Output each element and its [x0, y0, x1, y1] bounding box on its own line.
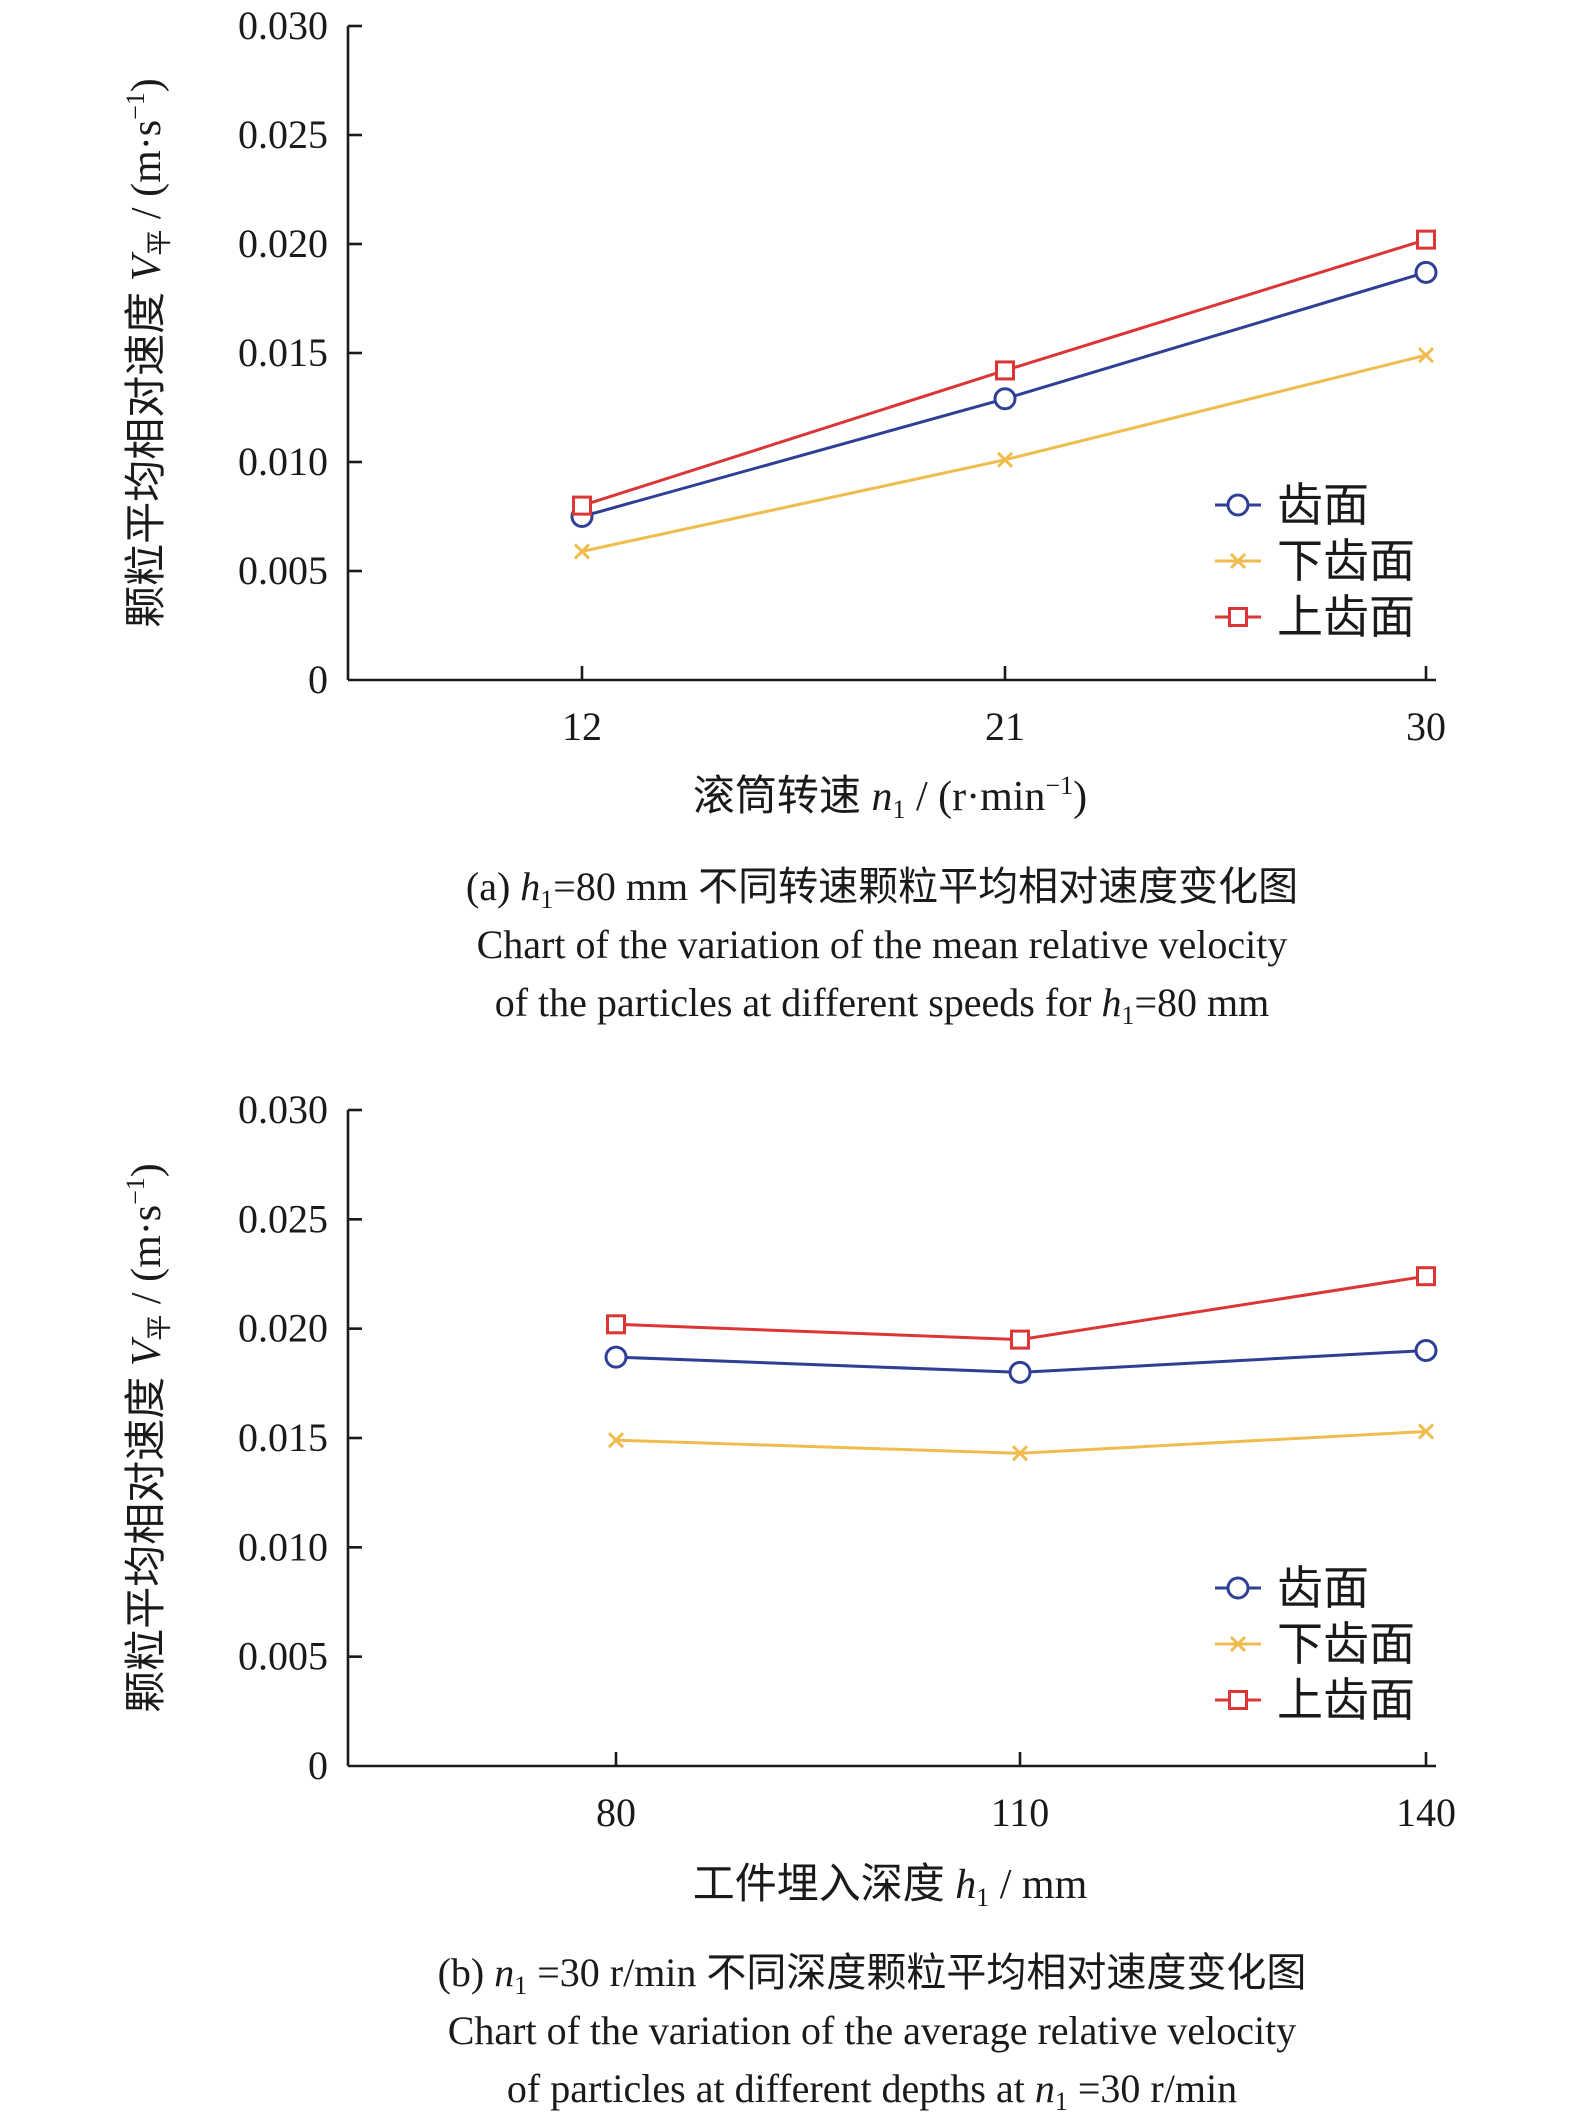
legend-item: 齿面 — [1215, 1563, 1369, 1614]
data-point-circle — [1414, 260, 1438, 284]
chart-a-y-ticks: 0 0.005 0.010 0.015 0.020 0.025 0.030 — [238, 3, 362, 702]
chart-b-x-axis-label: 工件埋入深度 h1 / mm — [693, 1862, 1088, 1912]
legend-item: 下齿面 — [1215, 1619, 1415, 1670]
legend-marker-square — [1228, 1690, 1248, 1710]
data-point-x — [996, 451, 1014, 468]
legend-label: 上齿面 — [1277, 592, 1415, 643]
data-point-square — [995, 360, 1015, 381]
y-tick-label: 0.010 — [238, 439, 328, 484]
chart-a-caption-line-1: (a) h1=80 mm 不同转速颗粒平均相对速度变化图 — [466, 864, 1298, 914]
legend-marker-circle — [1226, 1576, 1250, 1600]
chart-a-series — [570, 229, 1438, 560]
legend-marker-x — [1229, 552, 1247, 570]
legend-marker-square — [1228, 607, 1248, 627]
data-point-circle — [993, 387, 1017, 411]
x-tick-label: 30 — [1406, 704, 1446, 749]
series-line-x — [615, 1429, 1427, 1455]
data-point-circle — [1008, 1360, 1032, 1384]
chart-b-x-ticks: 80 110 140 — [596, 1752, 1456, 1835]
chart-a-axes — [346, 26, 1436, 682]
data-point-square — [1416, 229, 1436, 250]
legend-label: 下齿面 — [1277, 536, 1415, 587]
y-tick-label: 0 — [308, 657, 328, 702]
y-tick-label: 0.020 — [238, 221, 328, 266]
y-tick-label: 0.015 — [238, 330, 328, 375]
data-point-x — [1417, 347, 1435, 364]
y-tick-label: 0.030 — [238, 1087, 328, 1132]
y-tick-label: 0.020 — [238, 1306, 328, 1351]
legend-label: 上齿面 — [1277, 1675, 1415, 1726]
chart-a-x-axis-label: 滚筒转速 n1 / (r·min−1) — [693, 771, 1087, 824]
y-tick-label: 0.010 — [238, 1524, 328, 1569]
chart-b-caption-line-3: of particles at different depths at n1 =… — [507, 2066, 1237, 2116]
legend-item: 齿面 — [1215, 480, 1369, 531]
chart-b-caption-line-2: Chart of the variation of the average re… — [448, 2008, 1297, 2053]
y-tick-label: 0.025 — [238, 112, 328, 157]
legend-marker-circle — [1226, 493, 1250, 517]
chart-b-series — [604, 1266, 1438, 1462]
x-tick-label: 12 — [562, 704, 602, 749]
y-tick-label: 0.005 — [238, 548, 328, 593]
legend-marker-x — [1229, 1635, 1247, 1653]
y-tick-label: 0.015 — [238, 1415, 328, 1460]
data-point-square — [572, 495, 592, 516]
legend-label: 下齿面 — [1277, 1619, 1415, 1670]
y-tick-label: 0.030 — [238, 3, 328, 48]
y-tick-label: 0.025 — [238, 1196, 328, 1241]
chart-b-caption-line-1: (b) n1 =30 r/min 不同深度颗粒平均相对速度变化图 — [438, 1950, 1307, 2000]
x-tick-label: 140 — [1396, 1790, 1456, 1835]
data-point-x — [1417, 1423, 1435, 1440]
chart-a-y-axis-label: 颗粒平均相对速度 V平 / (m·s−1) — [121, 78, 174, 628]
x-tick-label: 21 — [985, 704, 1025, 749]
x-tick-label: 80 — [596, 1790, 636, 1835]
data-point-square — [606, 1314, 626, 1335]
data-point-x — [1011, 1445, 1029, 1462]
data-point-x — [607, 1432, 625, 1449]
chart-b: 0 0.005 0.010 0.015 0.020 0.025 0.030 80 110 140… — [121, 1087, 1456, 2116]
chart-a-x-ticks: 12 21 30 — [562, 666, 1446, 749]
x-tick-label: 110 — [991, 1790, 1050, 1835]
data-point-square — [1416, 1266, 1436, 1287]
chart-b-y-axis-label: 颗粒平均相对速度 V平 / (m·s−1) — [121, 1163, 174, 1713]
data-point-square — [1010, 1329, 1030, 1350]
chart-b-axes — [346, 1110, 1436, 1768]
legend-item: 上齿面 — [1215, 1675, 1415, 1726]
chart-b-y-ticks: 0 0.005 0.010 0.015 0.020 0.025 0.030 — [238, 1087, 362, 1788]
legend-label: 齿面 — [1277, 1563, 1369, 1614]
data-point-x — [573, 543, 591, 560]
y-tick-label: 0 — [308, 1743, 328, 1788]
legend-item: 下齿面 — [1215, 536, 1415, 587]
data-point-circle — [604, 1345, 628, 1369]
legend-label: 齿面 — [1277, 480, 1369, 531]
legend-item: 上齿面 — [1215, 592, 1415, 643]
y-tick-label: 0.005 — [238, 1634, 328, 1679]
chart-a-caption-line-3: of the particles at different speeds for… — [495, 980, 1270, 1030]
chart-a: 0 0.005 0.010 0.015 0.020 0.025 0.030 12 21 30 颗… — [121, 3, 1446, 1030]
data-point-circle — [1414, 1339, 1438, 1363]
chart-a-caption-line-2: Chart of the variation of the mean relat… — [477, 922, 1288, 967]
